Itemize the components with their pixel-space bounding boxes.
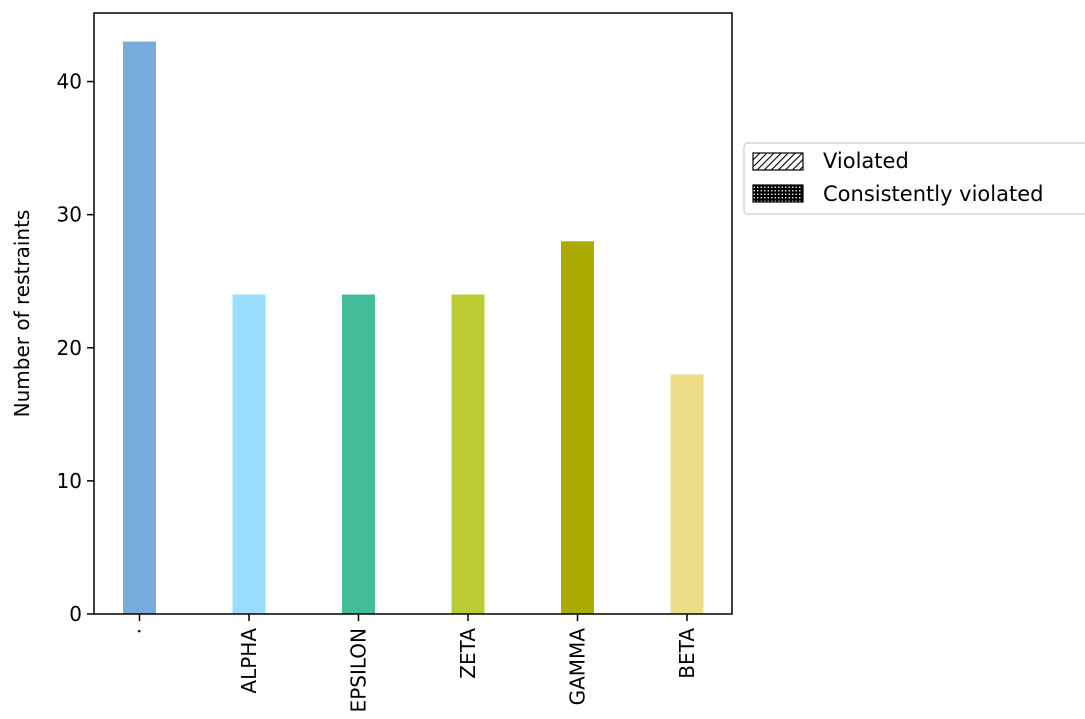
- legend-label-consistently-violated: Consistently violated: [823, 182, 1043, 206]
- y-tick-label: 10: [57, 469, 82, 493]
- plot-frame: [93, 12, 733, 615]
- y-tick-label: 20: [57, 336, 82, 360]
- legend-label-violated: Violated: [823, 149, 909, 173]
- bar-2: [342, 294, 375, 614]
- bars: [123, 41, 704, 615]
- x-tick-label: GAMMA: [566, 628, 590, 706]
- y-tick-label: 30: [57, 203, 82, 227]
- legend-swatch-consistently-violated: [752, 184, 804, 203]
- y-axis-label: Number of restraints: [10, 210, 34, 418]
- x-axis-ticks: · ALPHA EPSILON ZETA GAMMA BETA: [128, 614, 699, 712]
- legend-frame: [743, 142, 1085, 215]
- bar-1: [232, 294, 266, 614]
- legend: Violated Consistently violated: [743, 142, 1085, 215]
- x-tick-label: ·: [128, 628, 152, 634]
- y-axis-ticks: 0 10 20 30 40: [57, 70, 94, 626]
- bar-4: [561, 241, 594, 615]
- bar-5: [670, 374, 704, 614]
- bar-0: [123, 41, 156, 615]
- y-tick-label: 40: [57, 70, 82, 94]
- x-tick-label: EPSILON: [347, 628, 371, 712]
- legend-swatch-violated: [752, 152, 804, 171]
- bar-3: [451, 294, 485, 614]
- x-tick-label: ZETA: [456, 628, 480, 679]
- y-tick-label: 0: [69, 602, 82, 626]
- x-tick-label: BETA: [675, 628, 699, 679]
- x-tick-label: ALPHA: [237, 628, 261, 694]
